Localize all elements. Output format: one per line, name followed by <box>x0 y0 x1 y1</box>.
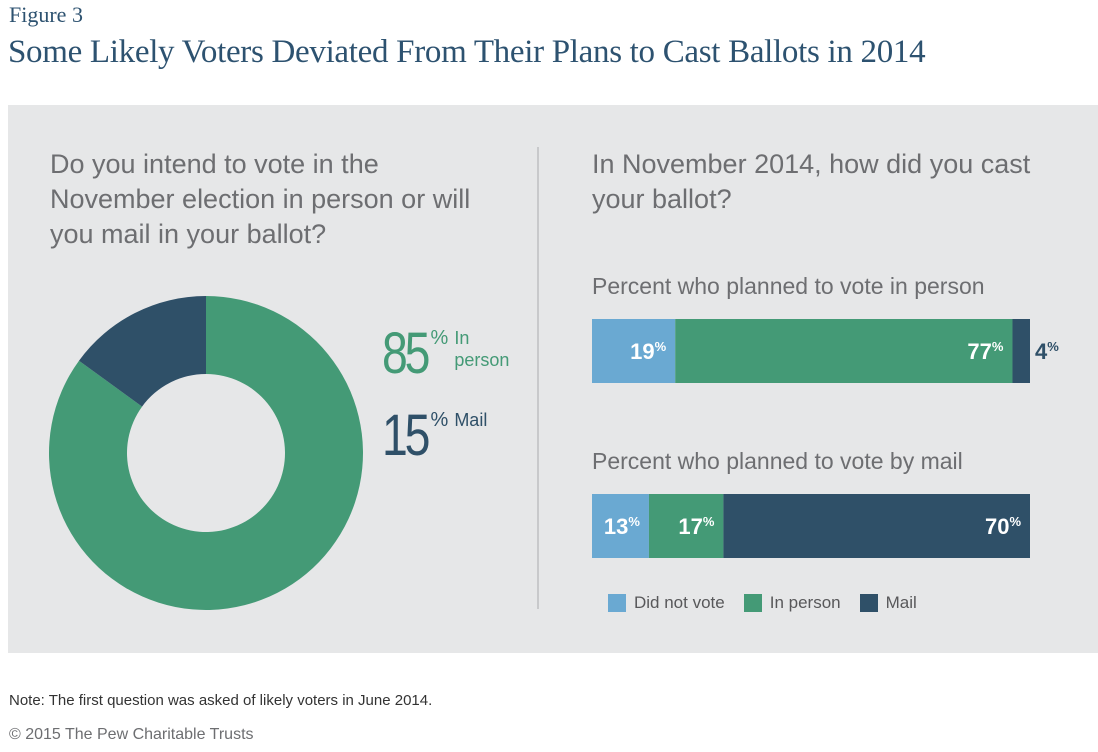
bar-segment-0-did-not-vote <box>592 319 676 383</box>
mail-text: Mail <box>454 410 488 430</box>
legend-label: Mail <box>885 593 917 612</box>
legend-item-in-person: In person <box>743 593 841 613</box>
mail-percent: 15 <box>382 403 430 468</box>
donut-slice-in-person <box>48 296 363 610</box>
bar-question: In November 2014, how did you cast your … <box>592 149 1031 214</box>
bar-category-mail: Percent who planned to vote by mail <box>592 448 963 474</box>
donut-chart <box>48 296 363 610</box>
mail-label: 15 % Mail <box>382 407 487 465</box>
bar-segment-1-in-person <box>648 494 724 558</box>
in-person-text: In person <box>454 328 510 370</box>
bar-segment-1-mail <box>723 494 1030 558</box>
copyright: © 2015 The Pew Charitable Trusts <box>9 726 254 743</box>
bar-label-0-mail: 4% <box>1035 339 1059 364</box>
legend-label: Did not vote <box>634 593 725 612</box>
legend-item-mail: Mail <box>859 593 917 613</box>
donut-question: Do you intend to vote in the November el… <box>50 149 471 249</box>
legend-label: In person <box>769 593 841 612</box>
mail-percent-sign: % <box>430 409 449 431</box>
bar-segment-0-in-person <box>675 319 1013 383</box>
bar-label-0-in-person: 77% <box>967 339 1003 364</box>
legend-item-did-not-vote: Did not vote <box>608 593 725 613</box>
panel-divider <box>537 147 539 609</box>
donut-slice-mail <box>78 296 206 407</box>
legend: Did not vote In person Mail <box>608 593 936 613</box>
in-person-label: 85 % In person <box>382 325 524 383</box>
figure-label: Figure 3 <box>9 2 83 27</box>
stacked-bar-chart: 19% 77% 4%13% 17% 70% <box>592 319 1059 558</box>
chart-panel: Do you intend to vote in the November el… <box>8 105 1098 653</box>
in-person-percent-sign: % <box>430 327 449 349</box>
note: Note: The first question was asked of li… <box>9 692 433 709</box>
bar-category-in-person: Percent who planned to vote in person <box>592 273 985 299</box>
bar-segment-1-did-not-vote <box>592 494 649 558</box>
legend-swatch <box>608 594 626 612</box>
in-person-percent: 85 <box>382 321 430 386</box>
legend-swatch <box>743 594 762 612</box>
bar-segment-0-mail <box>1012 319 1030 383</box>
legend-swatch <box>859 594 878 612</box>
figure-title: Some Likely Voters Deviated From Their P… <box>8 34 926 70</box>
